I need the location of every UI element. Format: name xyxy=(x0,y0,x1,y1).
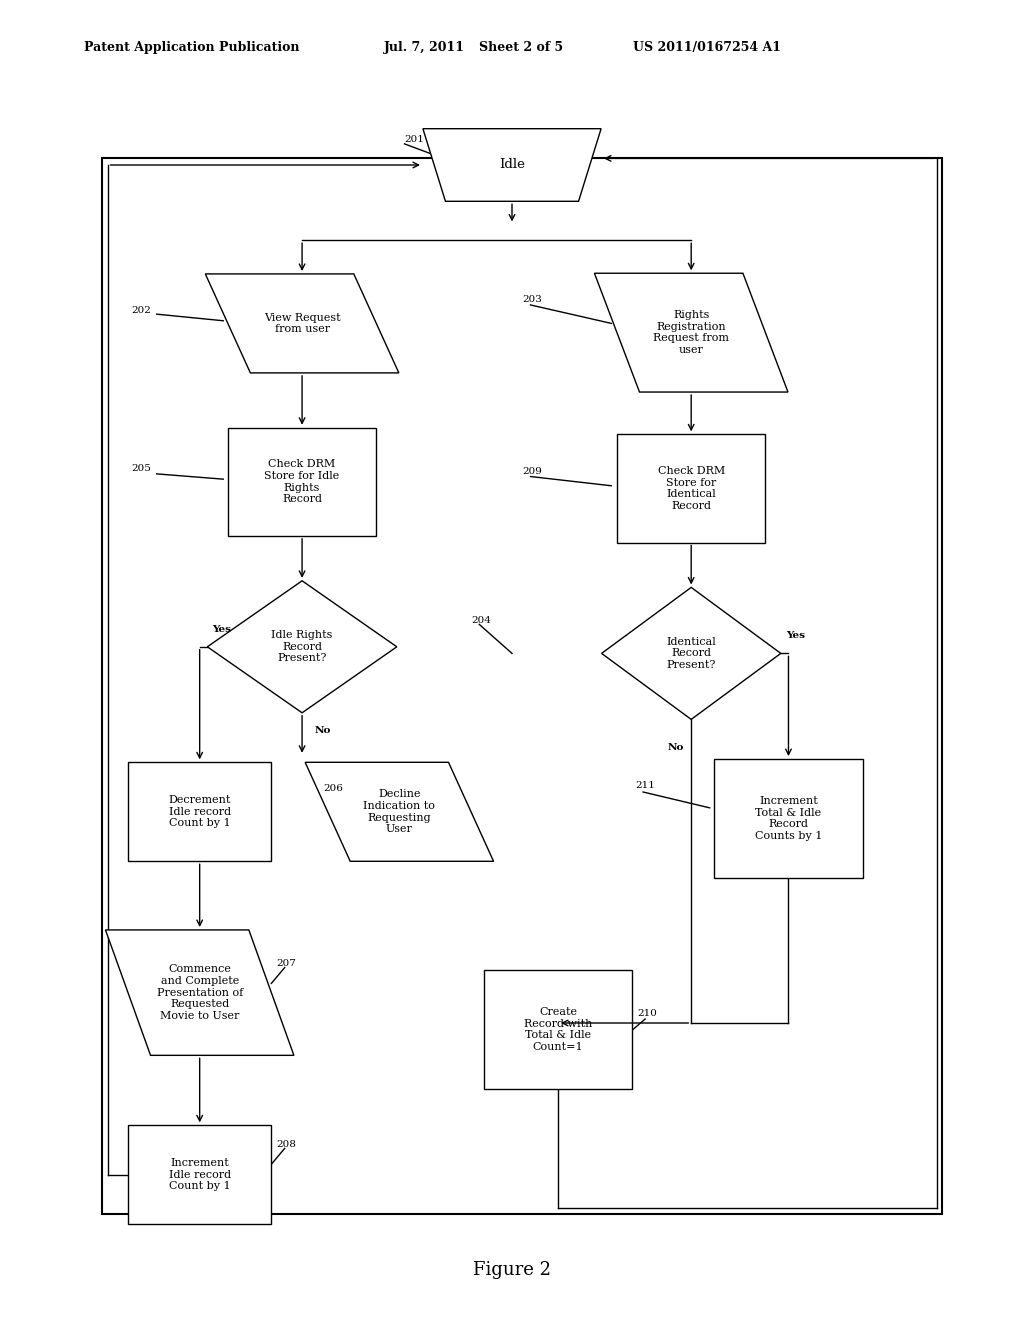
Bar xyxy=(616,434,766,543)
Bar xyxy=(128,1125,271,1225)
Text: Decrement
Idle record
Count by 1: Decrement Idle record Count by 1 xyxy=(169,795,230,829)
Text: Rights
Registration
Request from
user: Rights Registration Request from user xyxy=(653,310,729,355)
Bar xyxy=(227,428,376,536)
Text: Jul. 7, 2011: Jul. 7, 2011 xyxy=(384,41,465,54)
Text: 202: 202 xyxy=(132,306,152,314)
Text: 201: 201 xyxy=(404,136,424,144)
Text: Commence
and Complete
Presentation of
Requested
Movie to User: Commence and Complete Presentation of Re… xyxy=(157,965,243,1020)
Polygon shape xyxy=(423,129,601,201)
Text: 203: 203 xyxy=(522,296,542,304)
Text: 207: 207 xyxy=(276,960,296,968)
Text: Increment
Total & Idle
Record
Counts by 1: Increment Total & Idle Record Counts by … xyxy=(755,796,822,841)
Text: Idle: Idle xyxy=(499,158,525,172)
Text: Patent Application Publication: Patent Application Publication xyxy=(84,41,299,54)
Text: Sheet 2 of 5: Sheet 2 of 5 xyxy=(479,41,563,54)
Text: 209: 209 xyxy=(522,467,542,475)
Text: Decline
Indication to
Requesting
User: Decline Indication to Requesting User xyxy=(364,789,435,834)
Text: View Request
from user: View Request from user xyxy=(264,313,340,334)
Text: Check DRM
Store for Idle
Rights
Record: Check DRM Store for Idle Rights Record xyxy=(264,459,340,504)
Text: Figure 2: Figure 2 xyxy=(473,1261,551,1279)
Text: 205: 205 xyxy=(132,465,152,473)
Text: Yes: Yes xyxy=(213,624,231,634)
Text: Create
Record with
Total & Idle
Count=1: Create Record with Total & Idle Count=1 xyxy=(524,1007,592,1052)
Text: Idle Rights
Record
Present?: Idle Rights Record Present? xyxy=(271,630,333,664)
Text: 210: 210 xyxy=(637,1010,656,1018)
Text: 204: 204 xyxy=(471,616,490,624)
Polygon shape xyxy=(305,763,494,861)
Polygon shape xyxy=(207,581,396,713)
Text: Check DRM
Store for
Identical
Record: Check DRM Store for Identical Record xyxy=(657,466,725,511)
Text: US 2011/0167254 A1: US 2011/0167254 A1 xyxy=(633,41,781,54)
Polygon shape xyxy=(105,929,294,1056)
Text: Identical
Record
Present?: Identical Record Present? xyxy=(667,636,716,671)
Text: 206: 206 xyxy=(324,784,343,792)
Polygon shape xyxy=(602,587,781,719)
Polygon shape xyxy=(205,275,399,372)
Bar xyxy=(128,762,271,861)
Text: 211: 211 xyxy=(635,781,654,789)
Bar xyxy=(715,759,862,878)
Text: No: No xyxy=(668,743,684,752)
Polygon shape xyxy=(594,273,788,392)
Bar xyxy=(484,970,633,1089)
Text: Increment
Idle record
Count by 1: Increment Idle record Count by 1 xyxy=(169,1158,230,1192)
Bar xyxy=(102,158,942,1214)
Text: No: No xyxy=(314,726,331,735)
Text: Yes: Yes xyxy=(786,631,805,640)
Text: 208: 208 xyxy=(276,1140,296,1148)
